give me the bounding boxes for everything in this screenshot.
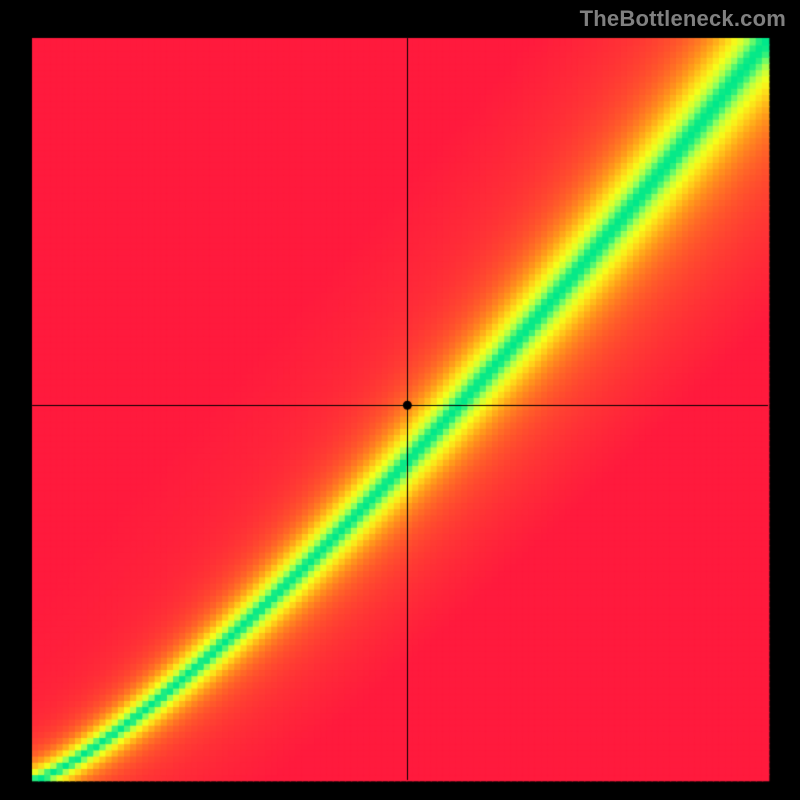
chart-container: TheBottleneck.com <box>0 0 800 800</box>
watermark-text: TheBottleneck.com <box>580 6 786 32</box>
crosshair-overlay <box>0 0 800 800</box>
